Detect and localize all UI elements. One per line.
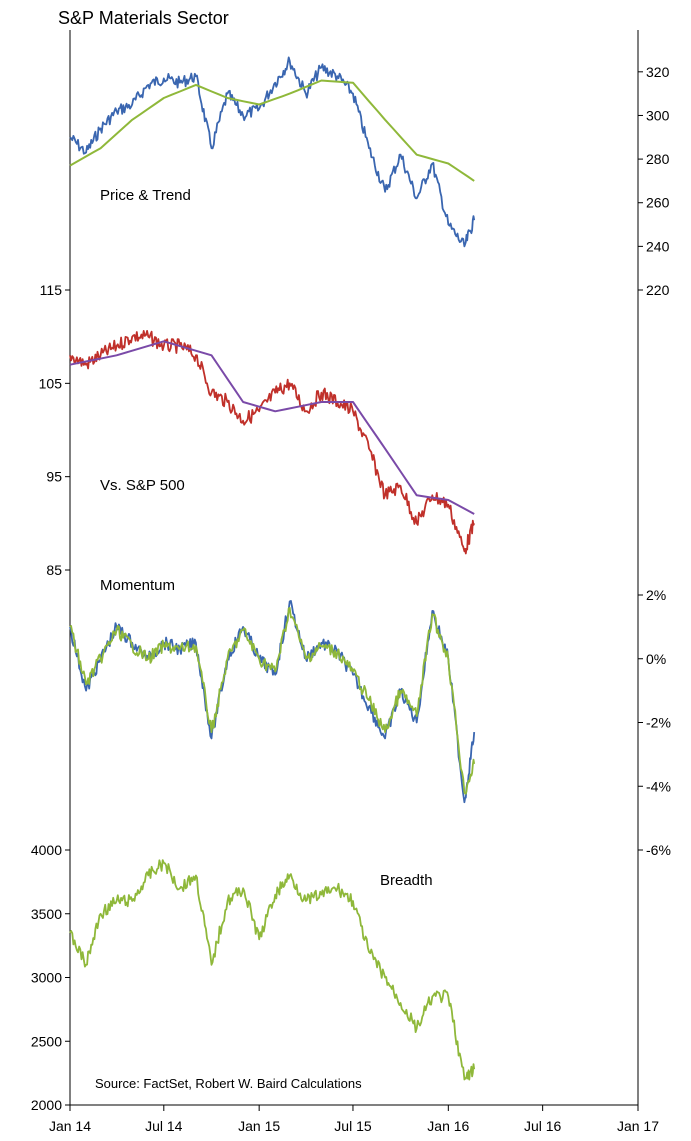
y-tick-label: 0%	[646, 651, 666, 667]
y-tick-label: 3000	[31, 970, 62, 986]
x-tick-label: Jul 16	[524, 1118, 562, 1134]
x-tick-label: Jan 15	[238, 1118, 280, 1134]
chart-title: S&P Materials Sector	[58, 8, 229, 28]
series-line-red	[69, 329, 476, 555]
panel-label: Momentum	[100, 577, 175, 594]
x-tick-label: Jan 14	[49, 1118, 91, 1134]
series-line-green	[69, 606, 476, 795]
series-line-blue	[69, 600, 476, 804]
y-tick-label: 2000	[31, 1097, 62, 1113]
plot-area: Jan 14 Jul 14 Jan 15 Jul 15 Jan 16 Jul 16 Jan …	[31, 30, 671, 1134]
x-tick-label: Jul 14	[145, 1118, 183, 1134]
y-tick-label: 260	[646, 195, 670, 211]
y-tick-label: 280	[646, 151, 670, 167]
series-line-green	[69, 79, 475, 182]
y-tick-label: 300	[646, 107, 670, 123]
y-tick-label: 320	[646, 64, 670, 80]
x-tick-label: Jan 16	[427, 1118, 469, 1134]
y-tick-label: 240	[646, 238, 670, 254]
y-tick-label: 220	[646, 282, 670, 298]
y-tick-label: 115	[40, 282, 63, 298]
panel-label: Breadth	[380, 872, 433, 889]
y-tick-label: 105	[39, 375, 63, 391]
y-tick-label: -2%	[646, 715, 671, 731]
panel-label: Vs. S&P 500	[100, 477, 185, 494]
series-line-purple	[69, 340, 475, 515]
x-tick-label: Jul 15	[334, 1118, 372, 1134]
source-note: Source: FactSet, Robert W. Baird Calcula…	[95, 1076, 362, 1091]
y-tick-label: 85	[46, 562, 62, 578]
series-line-green	[69, 859, 476, 1081]
y-tick-label: -4%	[646, 778, 671, 794]
panel-label: Price & Trend	[100, 187, 191, 204]
y-tick-label: 2500	[31, 1033, 62, 1049]
y-tick-label: 95	[46, 469, 62, 485]
y-tick-label: 3500	[31, 906, 62, 922]
y-tick-label: 2%	[646, 587, 666, 603]
y-tick-label: 4000	[31, 842, 62, 858]
x-tick-label: Jan 17	[617, 1118, 659, 1134]
series-line-blue	[69, 56, 476, 248]
y-tick-label: -6%	[646, 842, 671, 858]
